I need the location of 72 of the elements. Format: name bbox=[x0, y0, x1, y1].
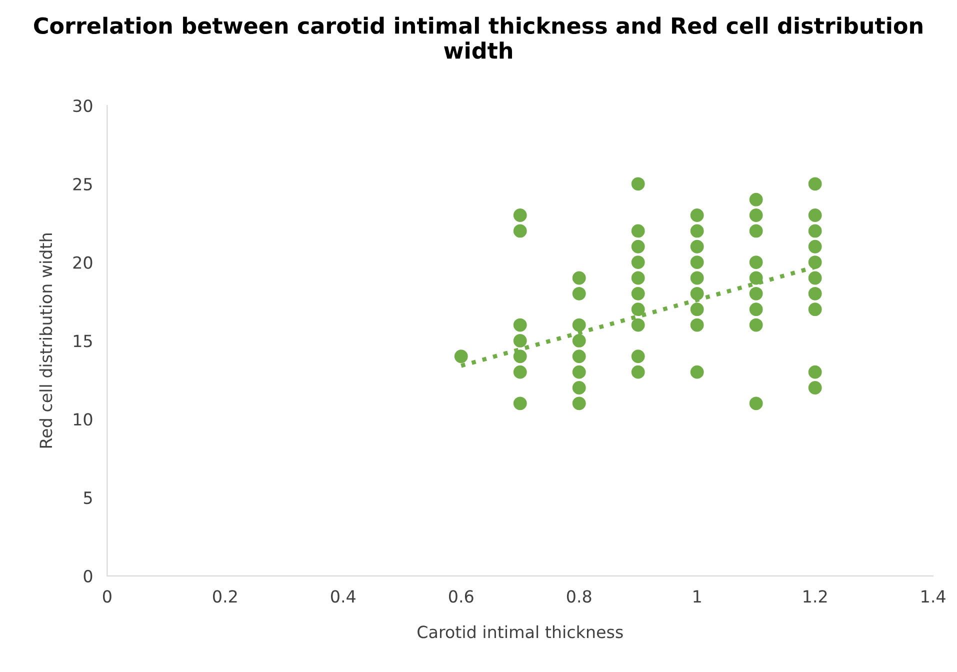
point bbox=[513, 334, 527, 348]
point bbox=[749, 208, 763, 222]
point bbox=[749, 396, 763, 410]
y-tick-label: 15 bbox=[74, 334, 92, 348]
point bbox=[513, 365, 527, 379]
y-tick-label: 0 bbox=[84, 570, 92, 582]
point bbox=[690, 240, 704, 254]
point bbox=[808, 240, 822, 254]
y-tick-label: 30 bbox=[73, 99, 92, 112]
point bbox=[513, 350, 527, 364]
point bbox=[690, 271, 704, 285]
point bbox=[631, 177, 645, 191]
point bbox=[690, 286, 704, 300]
point bbox=[749, 256, 763, 270]
point bbox=[808, 381, 822, 394]
x-tick-label: 0.8 bbox=[566, 590, 592, 603]
point bbox=[808, 302, 822, 316]
y-tick-label: 10 bbox=[74, 413, 92, 426]
point bbox=[631, 256, 645, 270]
point bbox=[631, 350, 645, 364]
point bbox=[749, 192, 763, 206]
chart-title: Correlation between carotid intimal thickness and Red cell distribution width bbox=[34, 16, 922, 59]
point bbox=[513, 208, 527, 222]
point bbox=[572, 365, 586, 379]
point bbox=[749, 286, 763, 300]
y-tick-label: 25 bbox=[73, 178, 92, 190]
point bbox=[572, 396, 586, 410]
point bbox=[513, 318, 527, 332]
point bbox=[690, 224, 704, 238]
point bbox=[690, 302, 704, 316]
point bbox=[513, 224, 527, 238]
point bbox=[572, 334, 586, 348]
point bbox=[572, 318, 586, 332]
point bbox=[631, 240, 645, 254]
point bbox=[749, 271, 763, 285]
x-tick-label: 1.4 bbox=[922, 590, 946, 602]
y-tick-label: 5 bbox=[84, 492, 92, 504]
y-tick-label: 20 bbox=[73, 256, 92, 269]
point bbox=[749, 302, 763, 316]
point bbox=[808, 224, 822, 238]
point bbox=[808, 365, 822, 379]
point bbox=[690, 208, 704, 222]
point bbox=[808, 177, 822, 191]
point bbox=[808, 208, 822, 222]
point bbox=[572, 350, 586, 364]
point bbox=[454, 350, 468, 364]
x-tick-label: 0.4 bbox=[331, 590, 356, 603]
point bbox=[808, 286, 822, 300]
y-axis-title: Red cell distribution width bbox=[39, 234, 52, 448]
point bbox=[631, 286, 645, 300]
point bbox=[572, 271, 586, 285]
point bbox=[631, 365, 645, 379]
point bbox=[749, 318, 763, 332]
x-tick-label: 1.2 bbox=[804, 590, 827, 602]
point bbox=[690, 365, 704, 379]
point bbox=[749, 224, 763, 238]
point bbox=[572, 286, 586, 300]
point bbox=[631, 271, 645, 285]
point bbox=[808, 271, 822, 285]
point bbox=[808, 256, 822, 270]
point bbox=[631, 224, 645, 238]
point bbox=[572, 381, 586, 394]
x-tick-label: 0 bbox=[102, 590, 112, 603]
x-tick-label: 0.2 bbox=[213, 590, 237, 603]
point bbox=[631, 318, 645, 332]
point bbox=[631, 302, 645, 316]
point bbox=[690, 256, 704, 270]
point bbox=[690, 318, 704, 332]
point bbox=[513, 396, 527, 410]
x-tick-label: 1 bbox=[694, 590, 701, 602]
x-axis-title: Carotid intimal thickness bbox=[418, 625, 623, 638]
x-tick-label: 0.6 bbox=[448, 590, 474, 603]
